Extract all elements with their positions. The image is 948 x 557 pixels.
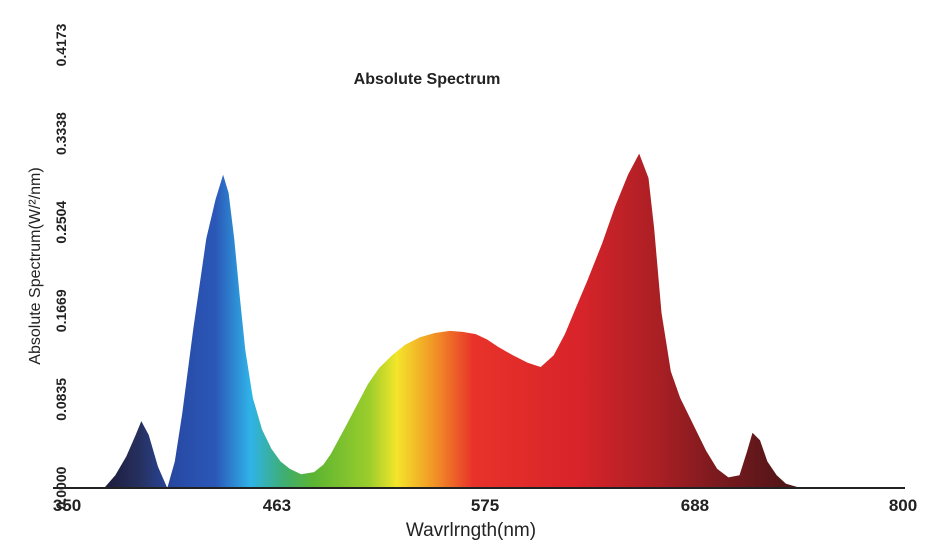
y-tick-label: 0.0000 [53,466,69,509]
y-tick-label: 0.2504 [53,201,69,244]
chart-title: Absolute Spectrum [354,71,501,88]
x-axis-title: Wavrlrngth(nm) [406,520,536,541]
x-tick-label: 575 [471,496,499,515]
x-tick-label: 800 [889,496,917,515]
y-tick-label: 0.0835 [53,378,69,421]
y-tick-label: 0.3338 [53,112,69,155]
y-tick-label: 0.1669 [53,289,69,332]
x-tick-label: 463 [263,496,291,515]
y-tick-label: 0.4173 [53,23,69,66]
spectrum-area [104,153,801,488]
x-tick-label: 350 [53,496,81,515]
x-tick-label: 688 [681,496,709,515]
y-axis-title: Absolute Spectrum(W/²/nm) [27,167,44,364]
x-tick-labels: 350 463 575 688 800 [53,496,917,515]
y-tick-labels: 0.0000 0.0835 0.1669 0.2504 0.3338 0.4173 [53,23,69,509]
